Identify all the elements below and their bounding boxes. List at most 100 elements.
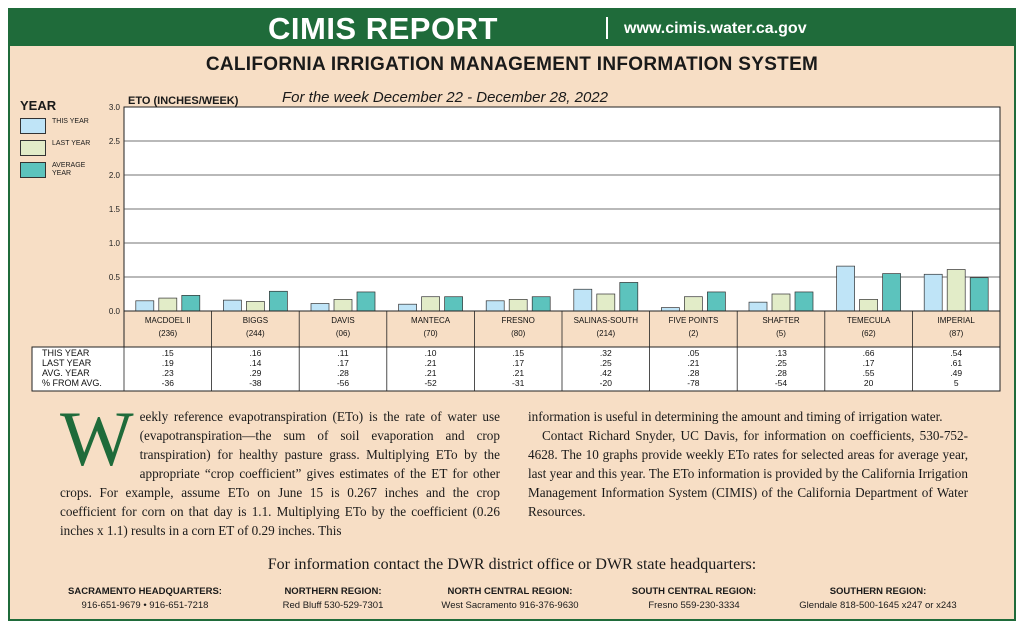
bar	[946, 269, 966, 312]
table-cell: .17	[337, 358, 349, 368]
category-label: MANTECA	[411, 316, 451, 325]
table-cell: .42	[600, 368, 612, 378]
category-label: SALINAS-SOUTH	[574, 316, 639, 325]
body-text-left: W eekly reference evapotranspiration (ET…	[60, 395, 500, 540]
legend-item-last-year: LAST YEAR	[20, 140, 92, 156]
table-cell: .32	[600, 348, 612, 358]
body-paragraph: information is useful in determining the…	[528, 409, 943, 424]
bar	[181, 295, 201, 312]
region-name: SACRAMENTO HEADQUARTERS:	[68, 586, 222, 597]
table-cell: 20	[864, 378, 874, 388]
region-phone: Glendale 818-500-1645 x247 or x243	[799, 600, 957, 611]
category-id: (2)	[689, 329, 699, 338]
table-cell: 5	[954, 378, 959, 388]
table-cell: .28	[775, 368, 787, 378]
table-row-label: THIS YEAR	[42, 348, 90, 358]
banner-divider	[606, 17, 608, 39]
table-cell: .19	[162, 358, 174, 368]
category-id: (5)	[776, 329, 786, 338]
drop-cap: W	[60, 395, 134, 482]
table-cell: .28	[337, 368, 349, 378]
table-cell: -56	[337, 378, 350, 388]
table-cell: .16	[249, 348, 261, 358]
region-north-central: NORTH CENTRAL REGION: West Sacramento 91…	[424, 585, 596, 613]
region-phone: West Sacramento 916-376-9630	[441, 600, 579, 611]
bar	[508, 299, 528, 312]
table-cell: .14	[249, 358, 261, 368]
bar	[223, 299, 242, 312]
table-cell: -36	[162, 378, 175, 388]
category-id: (80)	[511, 329, 526, 338]
bar	[485, 300, 505, 312]
y-tick-label: 2.0	[109, 171, 121, 180]
region-name: SOUTH CENTRAL REGION:	[631, 586, 757, 597]
website-link[interactable]: www.cimis.water.ca.gov	[624, 20, 807, 37]
table-cell: .66	[863, 348, 875, 358]
table-cell: .21	[425, 358, 437, 368]
table-cell: .17	[512, 358, 524, 368]
table-cell: .25	[600, 358, 612, 368]
table-cell: .28	[687, 368, 699, 378]
bar	[771, 293, 791, 312]
region-name: NORTH CENTRAL REGION:	[447, 586, 573, 597]
chart-title: For the week December 22 - December 28, …	[282, 89, 608, 106]
table-cell: .10	[425, 348, 437, 358]
y-tick-label: 0.5	[109, 273, 121, 282]
table-cell: .15	[512, 348, 524, 358]
category-label: SHAFTER	[762, 316, 800, 325]
table-cell: -52	[424, 378, 437, 388]
legend-label: LAST YEAR	[52, 140, 91, 147]
table-cell: .23	[162, 368, 174, 378]
table-cell: -54	[775, 378, 788, 388]
bar	[573, 288, 593, 312]
category-id: (62)	[861, 329, 876, 338]
table-cell: .05	[687, 348, 699, 358]
table-cell: -78	[687, 378, 700, 388]
category-label: IMPERIAL	[938, 316, 976, 325]
bar	[923, 273, 943, 312]
legend-item-this-year: THIS YEAR	[20, 118, 92, 134]
bar	[531, 296, 551, 312]
bar	[794, 291, 814, 312]
category-id: (06)	[336, 329, 351, 338]
data-table-box	[31, 346, 1001, 392]
table-cell: .21	[512, 368, 524, 378]
category-label: MACDOEL II	[145, 316, 191, 325]
region-south-central: SOUTH CENTRAL REGION: Fresno 559-230-333…	[614, 585, 774, 613]
body-paragraph: Contact Richard Snyder, UC Davis, for in…	[528, 428, 968, 519]
bar	[969, 277, 989, 312]
body-paragraph: eekly reference evapotranspiration (ETo)…	[60, 409, 500, 538]
category-label: FIVE POINTS	[669, 316, 719, 325]
table-row-label: LAST YEAR	[42, 358, 92, 368]
table-cell: -38	[249, 378, 262, 388]
bar	[246, 301, 265, 312]
region-sacramento: SACRAMENTO HEADQUARTERS: 916-651-9679 • …	[60, 585, 230, 613]
category-label: TEMECULA	[847, 316, 891, 325]
bar	[596, 293, 616, 312]
table-row-label: % FROM AVG.	[42, 378, 102, 388]
table-cell: .29	[249, 368, 261, 378]
region-phone: Fresno 559-230-3334	[648, 600, 740, 611]
bar	[310, 303, 330, 312]
category-id: (70)	[423, 329, 438, 338]
bar	[661, 307, 680, 312]
table-cell: .11	[337, 348, 348, 358]
category-label: FRESNO	[502, 316, 535, 325]
y-axis-label: ETO (INCHES/WEEK)	[128, 95, 239, 107]
region-name: SOUTHERN REGION:	[829, 586, 927, 597]
bar	[158, 297, 178, 312]
report-frame: CIMIS REPORT www.cimis.water.ca.gov CALI…	[8, 8, 1016, 621]
bar	[882, 273, 901, 312]
bar	[444, 296, 463, 312]
bar	[684, 296, 703, 312]
bar	[135, 300, 155, 312]
legend-item-average-year: AVERAGE YEAR	[20, 162, 92, 178]
y-tick-label: 1.5	[109, 205, 121, 214]
legend-swatch	[20, 118, 46, 134]
bar	[619, 282, 639, 312]
table-cell: .61	[950, 358, 962, 368]
report-title: CIMIS REPORT	[268, 11, 498, 46]
table-cell: -31	[512, 378, 525, 388]
category-id: (236)	[158, 329, 177, 338]
legend-label: THIS YEAR	[52, 118, 89, 125]
